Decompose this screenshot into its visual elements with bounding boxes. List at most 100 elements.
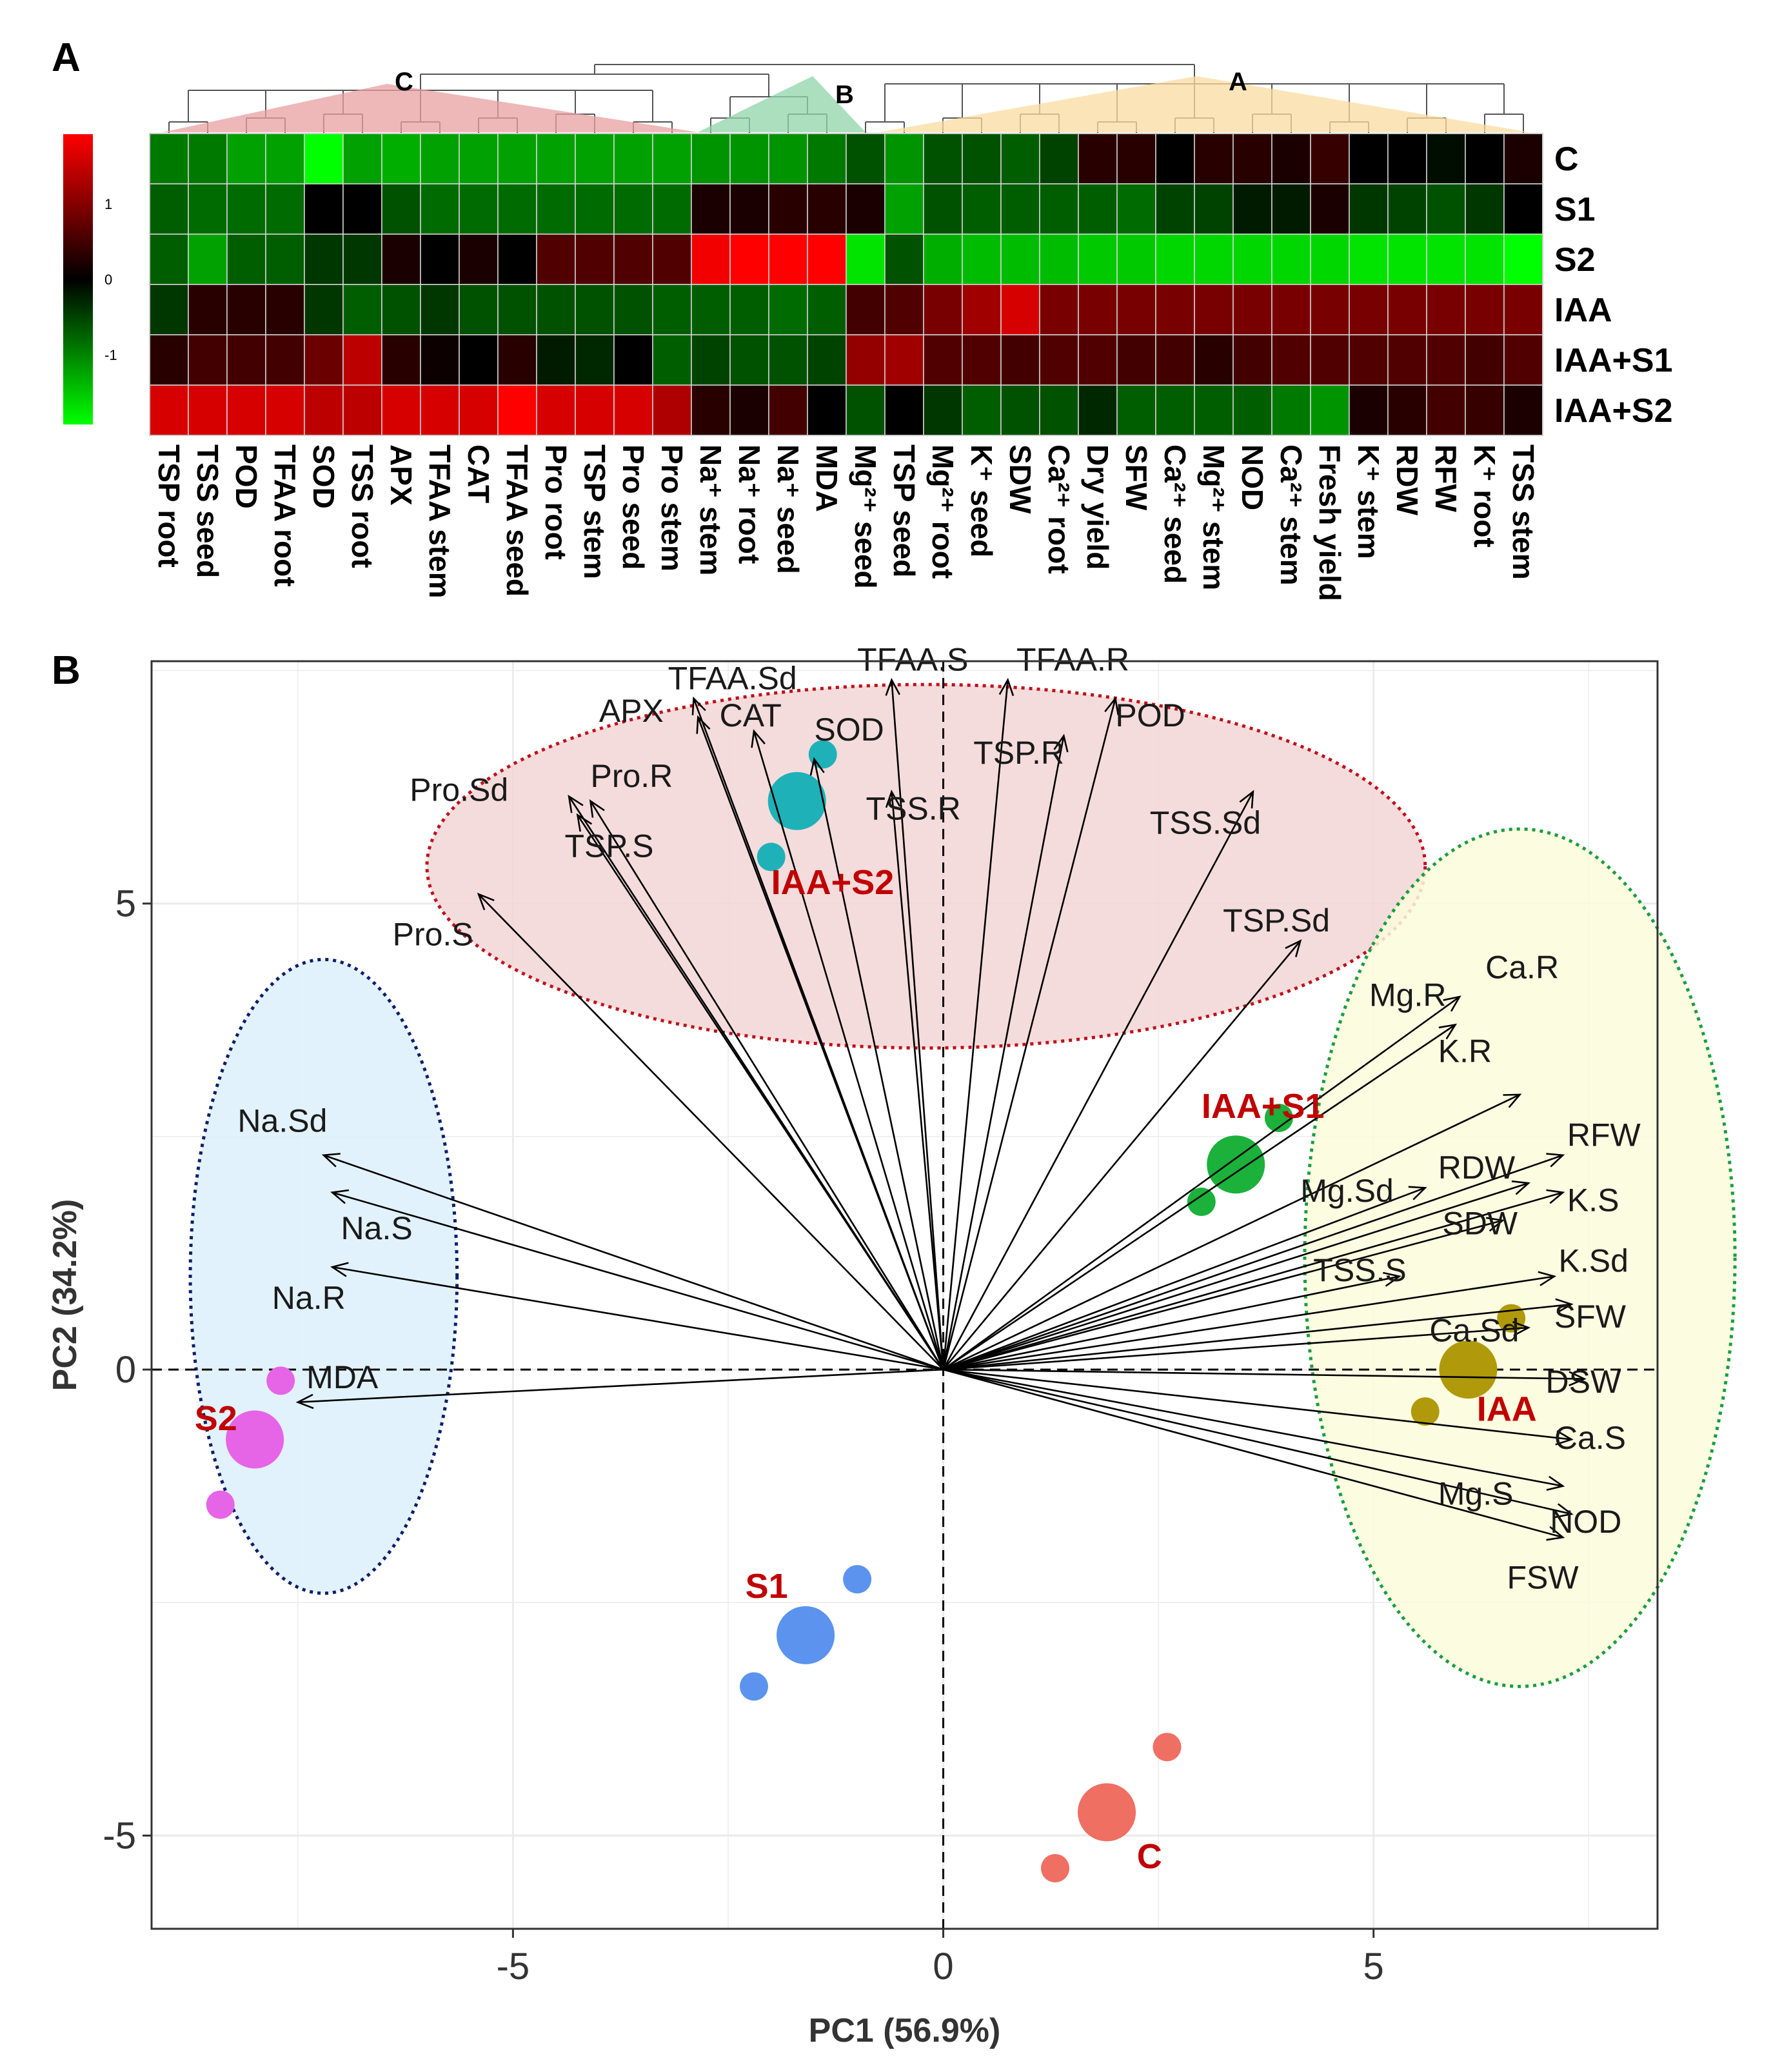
heatmap-cell (1503, 384, 1543, 436)
loading-arrow (943, 1326, 1529, 1371)
sample-point (1041, 1854, 1069, 1883)
loading-arrowhead (1285, 939, 1302, 957)
loading-arrowhead (1408, 1186, 1427, 1200)
heatmap-cell (575, 183, 615, 235)
heatmap-cell (1503, 183, 1543, 235)
heatmap-cell (768, 234, 808, 285)
heatmap-cell (652, 234, 692, 285)
loading-label: TSP.R (973, 735, 1064, 771)
cluster-label: B (835, 81, 854, 109)
loading-arrowhead (1555, 1430, 1574, 1446)
heatmap-cell (149, 384, 189, 436)
heatmap-cell (1116, 183, 1156, 235)
loading-arrowhead (1239, 790, 1254, 809)
loading-arrow (332, 1191, 944, 1371)
loading-arrowhead (576, 813, 593, 832)
heatmap-cell (1426, 384, 1466, 436)
heatmap-cell (575, 334, 615, 386)
heatmap-cell (1039, 334, 1079, 386)
heatmap-cell (613, 183, 653, 235)
loading-arrowhead (1383, 1271, 1401, 1287)
heatmap-column-label: SDW (1004, 444, 1037, 514)
loading-label: Mg.R (1369, 977, 1446, 1013)
sample-point (206, 1490, 235, 1519)
heatmap-cell (1465, 334, 1505, 386)
heatmap-cell (459, 133, 499, 184)
loading-arrow (943, 1154, 1563, 1371)
plot-border (150, 660, 1659, 1930)
heatmap-cell (497, 133, 537, 184)
heatmap-cell (304, 234, 344, 285)
heatmap-cell (768, 384, 808, 436)
heatmap-cell (265, 284, 305, 335)
heatmap-cell (652, 334, 692, 386)
heatmap-cell (807, 234, 847, 285)
loading-label: MDA (306, 1359, 379, 1395)
heatmap-cell (381, 384, 421, 436)
loading-arrow (332, 1266, 944, 1371)
heatmap-cell (1349, 384, 1389, 436)
group-label: S2 (195, 1399, 237, 1438)
heatmap-cell (923, 334, 963, 386)
loading-label: Ca.Sd (1429, 1313, 1519, 1349)
group-centroid (226, 1410, 284, 1469)
loading-arrowhead (1443, 995, 1461, 1012)
heatmap-cell (962, 133, 1002, 184)
heatmap-cell (1387, 384, 1427, 436)
colorbar-gradient (63, 134, 93, 424)
loading-arrow (943, 1275, 1400, 1371)
pca-biplot: TFAA.Sd TFAA.S TFAA.R APX CAT SOD POD TSP.R TSS.… (46, 641, 1737, 2049)
heatmap-cell (149, 133, 189, 184)
heatmap-cell (1116, 234, 1156, 285)
loading-label: TFAA.R (1016, 641, 1129, 677)
heatmap-cell (923, 183, 963, 235)
heatmap-cell (613, 133, 653, 184)
loading-arrow (943, 1303, 1572, 1371)
heatmap-cell (265, 234, 305, 285)
loading-arrowhead (885, 790, 901, 808)
loading-arrow (943, 1219, 1503, 1371)
heatmap-row-label: IAA+S2 (1554, 392, 1673, 430)
heatmap-cell (729, 183, 769, 235)
heatmap-column-label: Pro seed (617, 444, 650, 570)
heatmap-cell (1349, 234, 1389, 285)
heatmap-cell (691, 284, 731, 335)
x-tick-label: 5 (1363, 1946, 1384, 1987)
loading-arrowhead (1546, 1153, 1565, 1168)
loading-arrow (942, 735, 1065, 1370)
heatmap-cell (1000, 284, 1040, 335)
heatmap-cell (923, 284, 963, 335)
heatmap-colorbar: 1 0 -1 (63, 134, 117, 424)
heatmap-cell (962, 334, 1002, 386)
heatmap-cell (846, 284, 886, 335)
heatmap-cell (188, 284, 228, 335)
heatmap-cell (497, 384, 537, 436)
heatmap-cell (729, 234, 769, 285)
heatmap-cell (149, 284, 189, 335)
loading-label: Pro.Sd (410, 772, 508, 808)
heatmap-cell (729, 334, 769, 386)
heatmap-cell (691, 384, 731, 436)
heatmap-cell (1271, 384, 1311, 436)
loading-arrow (942, 1024, 1456, 1371)
heatmap-cell (536, 334, 576, 386)
heatmap-cell (923, 133, 963, 184)
heatmap-column-label: TSS stem (1507, 444, 1540, 580)
heatmap-cell (575, 133, 615, 184)
heatmap-cell (1116, 133, 1156, 184)
loading-label: Ca.S (1554, 1420, 1626, 1456)
heatmap-column-label: POD (230, 444, 263, 509)
group-centroid (767, 772, 826, 830)
heatmap-cell (613, 284, 653, 335)
loading-arrow (943, 1275, 1555, 1371)
group-label: S1 (746, 1567, 788, 1606)
heatmap-cell (884, 183, 924, 235)
group-centroid (1207, 1135, 1265, 1194)
heatmap-cell (1233, 384, 1272, 436)
heatmap-cell (962, 284, 1002, 335)
heatmap-cell (149, 183, 189, 235)
group-label: C (1137, 1837, 1162, 1876)
heatmap-column-label: Ca²⁺ root (1042, 444, 1076, 574)
heatmap-cell (381, 284, 421, 335)
loading-arrow (943, 1182, 1529, 1371)
